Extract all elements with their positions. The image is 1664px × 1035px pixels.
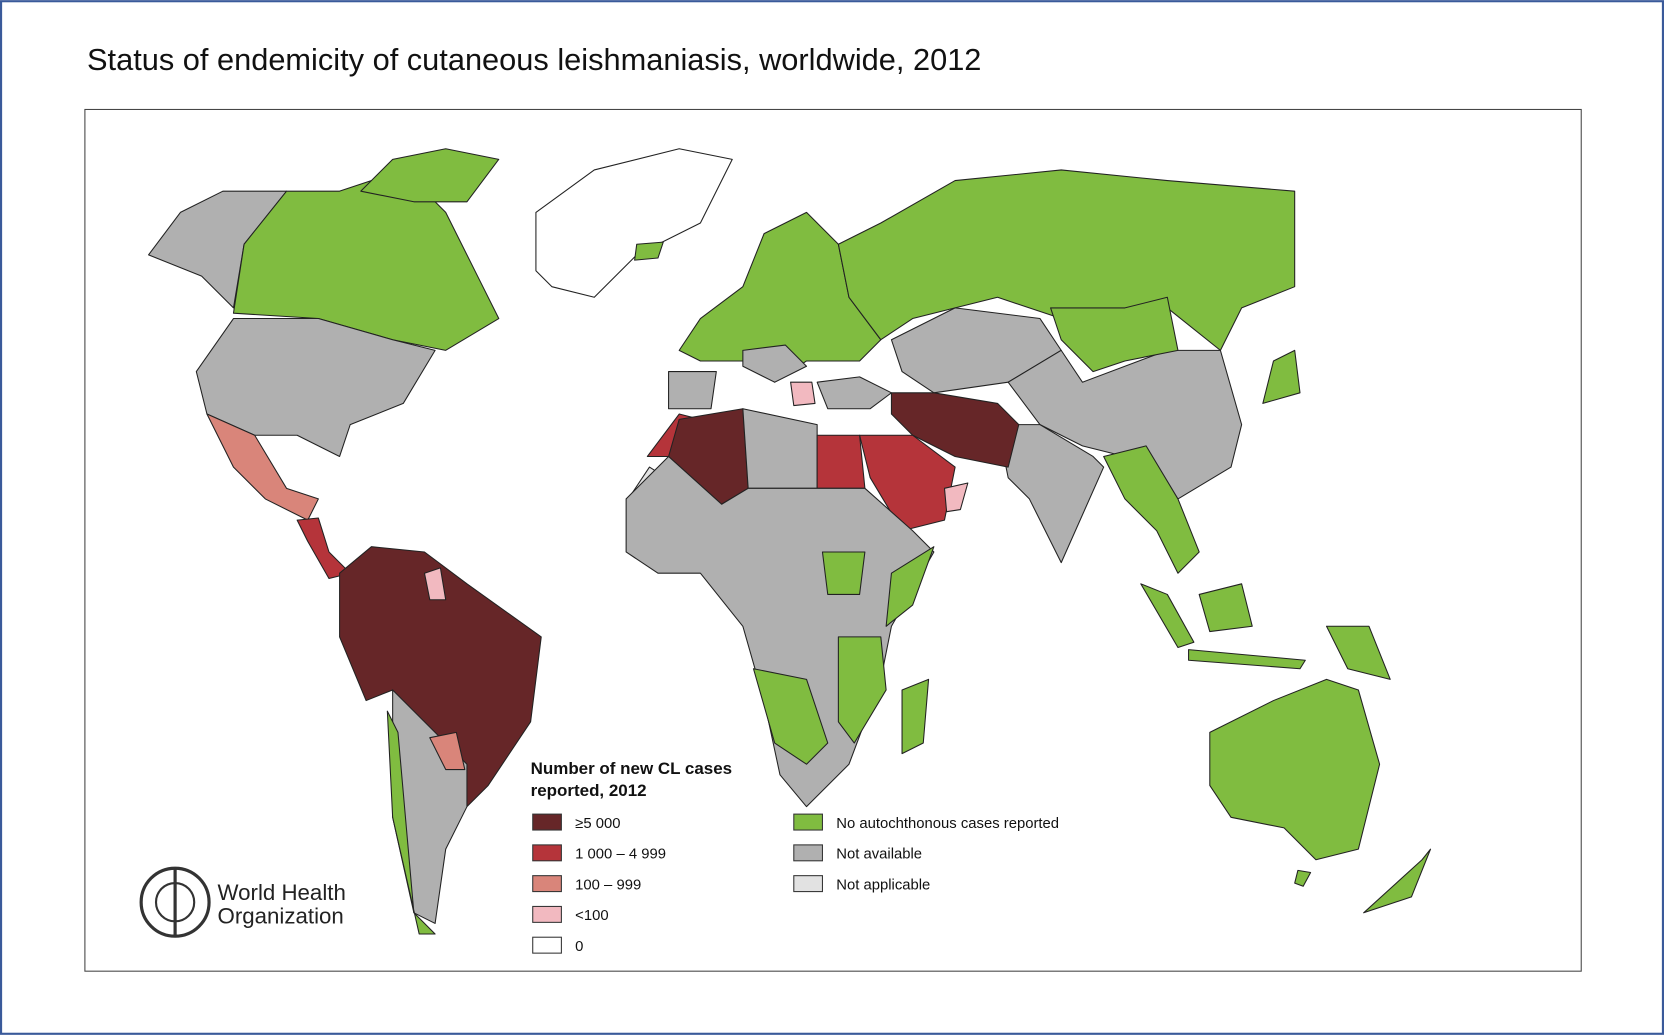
- legend-swatch: [793, 813, 823, 831]
- who-logo: World Health Organization: [139, 866, 346, 938]
- world-map: [148, 148, 1432, 935]
- legend-label: ≥5 000: [575, 816, 620, 832]
- legend-swatch: [532, 813, 562, 831]
- legend-swatch: [532, 844, 562, 862]
- map-title: Status of endemicity of cutaneous leishm…: [87, 42, 981, 77]
- legend-swatch: [532, 905, 562, 923]
- legend-label: Not available: [836, 847, 922, 863]
- legend-label: No autochthonous cases reported: [836, 816, 1059, 832]
- legend-label: Not applicable: [836, 877, 930, 893]
- legend-label: <100: [575, 908, 608, 924]
- logo-text: Organization: [218, 903, 344, 928]
- legend-label: 0: [575, 939, 583, 955]
- legend-label: 100 – 999: [575, 877, 641, 893]
- legend-swatch: [793, 875, 823, 893]
- legend-swatch: [532, 875, 562, 893]
- legend-title: Number of new CL cases: [531, 759, 733, 778]
- legend-label: 1 000 – 4 999: [575, 847, 666, 863]
- legend-title: reported, 2012: [531, 781, 647, 800]
- legend-swatch: [532, 936, 562, 954]
- logo-text: World Health: [218, 880, 346, 905]
- legend: Number of new CL cases reported, 2012 ≥5…: [531, 759, 1059, 955]
- legend-swatch: [793, 844, 823, 862]
